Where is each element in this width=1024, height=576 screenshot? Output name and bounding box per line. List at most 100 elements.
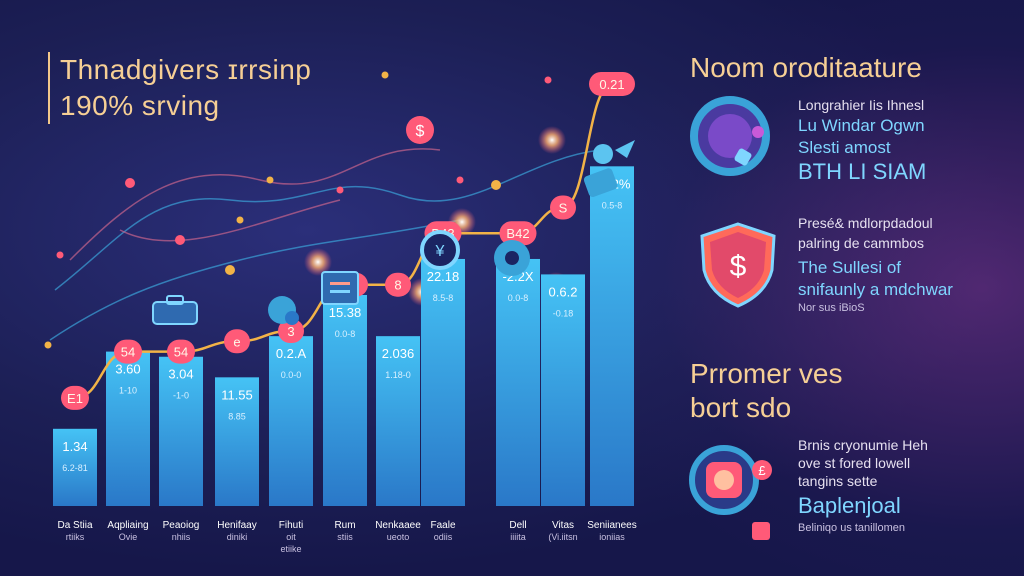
dollar-coin-icon: $ <box>406 116 434 144</box>
bar-sub-label: 0.5-8 <box>602 200 623 210</box>
x-tick-label: Faale <box>430 520 455 531</box>
svg-text:£: £ <box>758 463 766 478</box>
chart-title-line-2: 190% srving <box>60 90 220 121</box>
bar-sub-label: 1-10 <box>119 386 137 396</box>
background-glow <box>604 0 1024 576</box>
bar-value-label: 0.6.2 <box>549 284 578 299</box>
bar-sub-label: 0.0-8 <box>335 329 356 339</box>
x-tick-label: diniki <box>227 532 248 542</box>
chart-title-line-1: Thnadgivers ɪrrsinp <box>60 54 312 85</box>
side-section1-line-2: Lu Windar Ogwn <box>798 116 925 135</box>
side-section2-line-3: The Sullesi of <box>798 258 901 277</box>
trend-marker <box>550 195 576 220</box>
bar-sub-label: 1.18-0 <box>385 370 411 380</box>
network-node <box>56 251 64 259</box>
trend-marker-label: 0.21 <box>599 77 624 92</box>
x-tick-label: Seniianees <box>587 520 636 531</box>
bar-sub-label: -1-0 <box>173 391 189 401</box>
network-curve <box>119 199 341 242</box>
side-section1-line-3: Slesti amost <box>798 138 891 157</box>
trend-marker <box>167 339 195 364</box>
network-node <box>44 341 52 349</box>
svg-text:$: $ <box>416 123 425 140</box>
network-node <box>175 235 185 245</box>
network-node <box>125 178 135 188</box>
trend-marker <box>224 329 250 354</box>
x-tick-label: Fihuti <box>279 520 303 531</box>
document-icon <box>321 271 359 305</box>
x-tick-label: nhiis <box>172 532 191 542</box>
bar <box>323 294 367 506</box>
side-section3-line-2: ove st fored lowell <box>798 455 911 471</box>
coin-stack-icon: ¥ <box>420 230 460 270</box>
x-tick-label: ueoto <box>387 532 410 542</box>
sparkle <box>538 126 566 154</box>
network-node <box>381 71 389 79</box>
network-node <box>544 76 552 84</box>
side-section2-line-4: snifaunly a mdchwar <box>798 280 953 299</box>
x-tick-label: Ovie <box>119 532 138 542</box>
bars-group: 1.34 6.2-81 3.60 1-10 3.04 -1-0 11.55 8.85 0.2.A… <box>53 166 634 506</box>
x-tick-label: Vitas <box>552 520 574 531</box>
bar <box>376 336 420 506</box>
side-section3-line-5: Beliniqo us tanillomen <box>798 522 906 534</box>
x-tick-label: Henifaay <box>217 520 256 531</box>
bar <box>541 274 585 506</box>
briefcase-icon <box>152 295 198 325</box>
trend-marker-label: 54 <box>121 345 135 360</box>
trend-marker-label: 54 <box>174 345 188 360</box>
bar-value-label: 22.18 <box>427 269 460 284</box>
trend-marker-label: 8 <box>394 278 401 293</box>
network-node <box>266 176 274 184</box>
x-tick-label: Dell <box>509 520 526 531</box>
side-section1-line-1: Longrahier Iis Ihnesl <box>798 97 925 113</box>
trend-marker-label: B42 <box>506 226 529 241</box>
x-tick-label: Peaoiog <box>163 520 200 531</box>
x-tick-label: ioniias <box>599 532 625 542</box>
network-node <box>336 186 344 194</box>
trend-marker <box>61 385 89 410</box>
gear-icon <box>494 240 530 276</box>
x-tick-label: stiis <box>337 532 353 542</box>
trend-marker-label: S <box>559 200 568 215</box>
bar <box>421 258 465 506</box>
side-section2-line-2: palring de cammbos <box>798 235 925 251</box>
trend-marker-label: E1 <box>67 391 83 406</box>
bar-sub-label: 6.2-81 <box>62 463 88 473</box>
svg-text:$: $ <box>730 250 747 283</box>
trend-marker <box>278 319 304 344</box>
side-section3-title-line-1: Prromer ves <box>690 358 843 389</box>
bar-sub-label: 0.0-8 <box>508 293 529 303</box>
bar-value-label: 2.036 <box>382 346 415 361</box>
network-node <box>491 180 501 190</box>
x-tick-label: Rum <box>334 520 355 531</box>
svg-text:¥: ¥ <box>435 243 445 260</box>
chart-title: Thnadgivers ɪrrsinp 190% srving <box>48 52 311 124</box>
bar-sub-label: 8.85 <box>228 411 246 421</box>
trend-marker <box>385 272 411 297</box>
network-curve <box>49 219 461 341</box>
bar <box>590 166 634 506</box>
side-section2-line-1: Presé& mdlorpdadoul <box>798 215 933 231</box>
bar <box>269 336 313 506</box>
ring-target-icon <box>686 92 776 186</box>
bar-sub-label: 0.0-0 <box>281 370 302 380</box>
network-node <box>236 216 244 224</box>
trend-marker-label: e <box>233 334 240 349</box>
wallet-pound-icon: £ <box>684 440 784 548</box>
trend-marker-label: 3 <box>287 324 294 339</box>
side-section3-title-line-2: bort sdo <box>690 392 792 423</box>
side-section2-line-5: Nor sus iBioS <box>798 302 865 314</box>
shield-dollar-icon: $ <box>696 220 780 314</box>
bar <box>159 356 203 506</box>
bar-sub-label: -0.18 <box>553 308 574 318</box>
bar-value-label: 3.60 <box>115 362 140 377</box>
side-section1-title: Noom oroditaature <box>690 52 922 83</box>
bar <box>215 377 259 506</box>
x-tick-label: (Vi.iitsn <box>548 532 577 542</box>
network-node <box>456 176 464 184</box>
network-curve <box>69 148 441 261</box>
bar-value-label: 15.38 <box>329 305 362 320</box>
